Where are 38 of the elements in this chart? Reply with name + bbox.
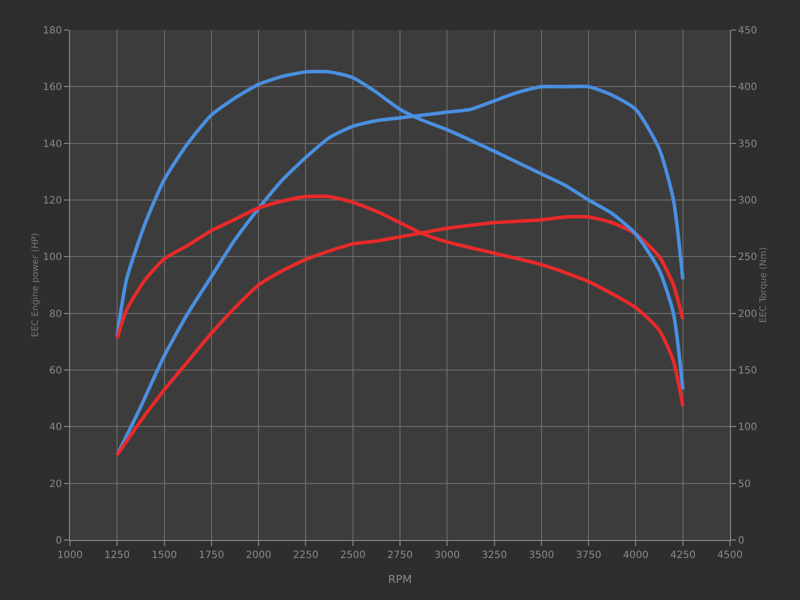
x-tick-label: 1250	[104, 550, 130, 561]
x-tick-label: 3500	[528, 550, 554, 561]
y2-tick-label: 0	[738, 536, 744, 546]
y-tick-label: 0	[56, 536, 62, 546]
y2-axis-title: EEC Torque (Nm)	[759, 247, 770, 323]
x-tick-label: 1500	[152, 550, 178, 561]
y-tick-label: 80	[49, 308, 62, 320]
y-tick-label: 60	[49, 366, 62, 376]
y2-tick-label: 100	[738, 422, 758, 434]
y-axis-title: EEC Engine power (HP)	[30, 232, 41, 338]
y-tick-label: 180	[42, 26, 62, 36]
y2-tick-label: 150	[738, 366, 758, 376]
x-tick-label: 4250	[670, 550, 696, 561]
y-tick-label: 40	[49, 422, 62, 434]
y2-tick-label: 200	[738, 308, 758, 320]
x-tick-label: 3750	[576, 550, 602, 561]
y-tick-label: 100	[42, 252, 62, 264]
y-tick-label: 20	[49, 478, 62, 490]
y-tick-label: 160	[42, 82, 62, 94]
x-tick-label: 4500	[717, 550, 743, 561]
x-tick-label: 2500	[340, 550, 366, 561]
x-tick-label: 2250	[292, 550, 318, 561]
x-tick-label: 2750	[387, 550, 413, 561]
y2-tick-label: 350	[738, 138, 758, 150]
y2-tick-label: 250	[738, 252, 758, 264]
x-tick-label: 1750	[198, 550, 224, 561]
y-tick-label: 140	[42, 138, 62, 150]
x-tick-label: 4000	[622, 550, 648, 561]
y2-tick-label: 50	[738, 478, 751, 490]
x-tick-label: 3000	[434, 550, 460, 561]
y2-tick-label: 400	[738, 82, 758, 94]
y-tick-label: 120	[42, 196, 62, 206]
x-axis-title: RPM	[388, 573, 412, 586]
x-tick-label: 2000	[246, 550, 272, 561]
y2-tick-label: 300	[738, 196, 758, 206]
x-tick-label: 1000	[57, 550, 83, 561]
y2-tick-label: 450	[738, 26, 758, 36]
x-tick-label: 3250	[482, 550, 508, 561]
